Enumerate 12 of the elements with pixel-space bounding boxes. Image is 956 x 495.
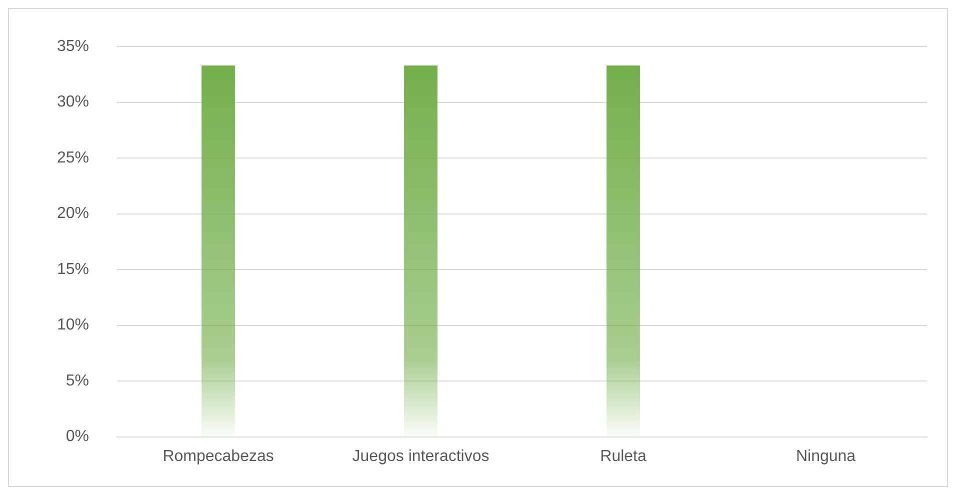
y-tick-label: 0% xyxy=(66,428,90,446)
y-tick-label: 25% xyxy=(56,149,90,166)
y-tick-label: 35% xyxy=(56,38,90,56)
y-tick-label: 30% xyxy=(56,94,90,111)
y-tick-label: 15% xyxy=(56,260,90,278)
y-tick-label: 10% xyxy=(56,316,90,334)
x-tick-label: Ninguna xyxy=(796,448,856,465)
y-tick-label: 5% xyxy=(66,372,90,390)
x-tick-label: Ruleta xyxy=(600,448,646,465)
y-tick-label: 20% xyxy=(56,205,90,222)
x-tick-label: Rompecabezas xyxy=(162,448,274,465)
x-tick-label: Juegos interactivos xyxy=(352,448,490,465)
